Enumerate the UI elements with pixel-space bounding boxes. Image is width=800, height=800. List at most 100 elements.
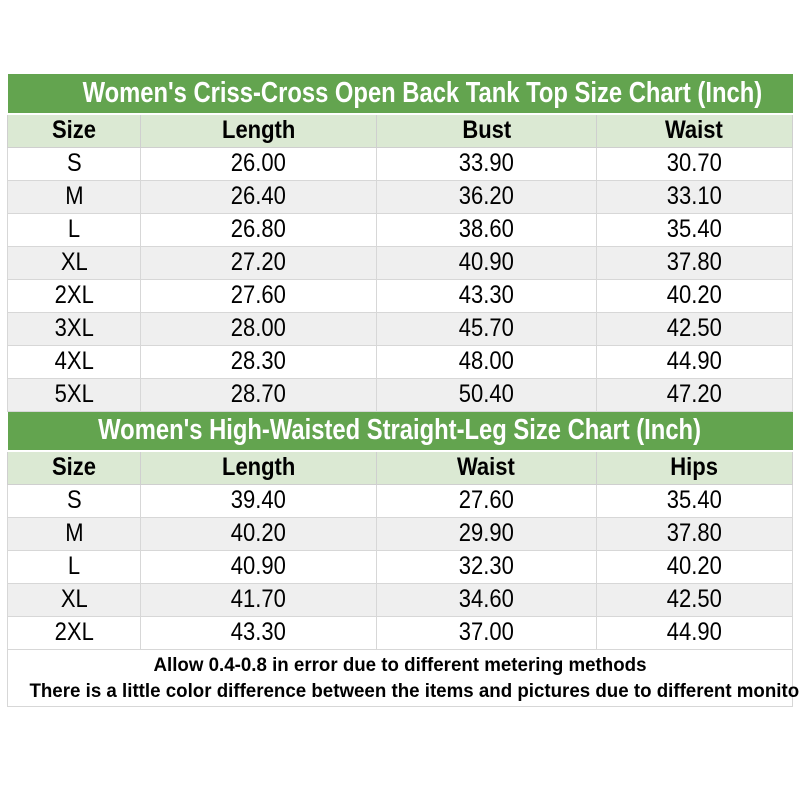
waist-value: 47.20: [666, 380, 722, 408]
bust-cell: 48.00: [375, 344, 597, 379]
size-value: 5XL: [54, 380, 94, 408]
tank-top-title-row: Women's Criss-Cross Open Back Tank Top S…: [7, 74, 793, 115]
waist-cell: 29.90: [375, 516, 597, 551]
straight-leg-chart-title: Women's High-Waisted Straight-Leg Size C…: [98, 414, 702, 447]
size-cell: M: [6, 516, 142, 551]
waist-cell: 47.20: [595, 377, 794, 412]
length-cell: 43.30: [140, 615, 377, 650]
bust-value: 40.90: [458, 248, 514, 276]
t1-row-5xl: 5XL 28.70 50.40 47.20: [6, 377, 794, 412]
bust-cell: 36.20: [375, 179, 597, 214]
waist-cell: 35.40: [595, 212, 794, 247]
length-cell: 39.40: [140, 483, 377, 518]
t2-row-m: M 40.20 29.90 37.80: [6, 516, 794, 551]
size-cell: L: [6, 212, 142, 247]
size-cell: 4XL: [6, 344, 142, 379]
length-value: 27.60: [231, 281, 287, 309]
bust-value: 48.00: [458, 347, 514, 375]
hips-cell: 35.40: [595, 483, 794, 518]
waist-cell: 33.10: [595, 179, 794, 214]
hips-value: 35.40: [666, 486, 722, 514]
waist-cell: 37.00: [375, 615, 597, 650]
hips-value: 40.20: [666, 552, 722, 580]
bust-cell: 38.60: [375, 212, 597, 247]
bust-value: 43.30: [458, 281, 514, 309]
tank-top-header-row: Size Length Bust Waist: [6, 114, 794, 148]
size-value: 2XL: [54, 618, 94, 646]
length-cell: 27.60: [140, 278, 377, 313]
t1-row-4xl: 4XL 28.30 48.00 44.90: [6, 344, 794, 379]
size-value: M: [65, 519, 84, 547]
footer-note-cell: Allow 0.4-0.8 in error due to different …: [7, 648, 800, 707]
waist-value: 29.90: [458, 519, 514, 547]
bust-value: 36.20: [458, 182, 514, 210]
length-value: 27.20: [231, 248, 287, 276]
header-hips-label: Hips: [670, 453, 719, 482]
size-cell: XL: [6, 245, 142, 280]
size-value: S: [66, 149, 82, 177]
bust-value: 38.60: [458, 215, 514, 243]
length-cell: 26.00: [140, 146, 377, 181]
t1-row-s: S 26.00 33.90 30.70: [6, 146, 794, 181]
length-cell: 27.20: [140, 245, 377, 280]
size-cell: M: [6, 179, 142, 214]
length-cell: 28.30: [140, 344, 377, 379]
size-value: XL: [60, 585, 88, 613]
length-value: 26.40: [231, 182, 287, 210]
length-cell: 28.70: [140, 377, 377, 412]
header-length-label: Length: [222, 453, 296, 482]
waist-cell: 44.90: [595, 344, 794, 379]
length-value: 41.70: [231, 585, 287, 613]
header-length-label: Length: [222, 116, 296, 145]
footer-note-line1: Allow 0.4-0.8 in error due to different …: [153, 653, 647, 676]
waist-cell: 32.30: [375, 549, 597, 584]
waist-value: 33.10: [666, 182, 722, 210]
header-bust-label: Bust: [461, 116, 511, 145]
waist-value: 44.90: [666, 347, 722, 375]
bust-value: 50.40: [458, 380, 514, 408]
length-value: 40.20: [231, 519, 287, 547]
waist-value: 27.60: [458, 486, 514, 514]
hips-value: 44.90: [666, 618, 722, 646]
footer-note-row: Allow 0.4-0.8 in error due to different …: [7, 648, 800, 707]
waist-value: 30.70: [666, 149, 722, 177]
header-length: Length: [140, 114, 377, 148]
t2-row-2xl: 2XL 43.30 37.00 44.90: [6, 615, 794, 650]
length-value: 43.30: [231, 618, 287, 646]
waist-cell: 30.70: [595, 146, 794, 181]
size-cell: 2XL: [6, 278, 142, 313]
size-value: 2XL: [54, 281, 94, 309]
length-value: 40.90: [231, 552, 287, 580]
hips-value: 37.80: [666, 519, 722, 547]
bust-cell: 40.90: [375, 245, 597, 280]
waist-cell: 42.50: [595, 311, 794, 346]
bust-cell: 50.40: [375, 377, 597, 412]
size-cell: 5XL: [6, 377, 142, 412]
hips-cell: 40.20: [595, 549, 794, 584]
header-size-label: Size: [52, 116, 97, 145]
size-value: M: [65, 182, 84, 210]
length-cell: 26.40: [140, 179, 377, 214]
size-cell: 2XL: [6, 615, 142, 650]
length-value: 26.00: [231, 149, 287, 177]
header-waist: Waist: [375, 451, 597, 485]
waist-value: 32.30: [458, 552, 514, 580]
footer-note-line2: There is a little color difference betwe…: [29, 679, 800, 702]
t1-row-xl: XL 27.20 40.90 37.80: [6, 245, 794, 280]
header-bust: Bust: [375, 114, 597, 148]
length-cell: 40.20: [140, 516, 377, 551]
length-cell: 26.80: [140, 212, 377, 247]
bust-cell: 43.30: [375, 278, 597, 313]
length-value: 39.40: [231, 486, 287, 514]
size-cell: XL: [6, 582, 142, 617]
header-size: Size: [6, 451, 142, 485]
size-value: 3XL: [54, 314, 94, 342]
size-cell: 3XL: [6, 311, 142, 346]
size-chart-table: Women's Criss-Cross Open Back Tank Top S…: [6, 74, 800, 707]
waist-value: 37.80: [666, 248, 722, 276]
hips-cell: 42.50: [595, 582, 794, 617]
straight-leg-title-row: Women's High-Waisted Straight-Leg Size C…: [7, 411, 793, 452]
bust-value: 33.90: [458, 149, 514, 177]
waist-value: 34.60: [458, 585, 514, 613]
waist-value: 42.50: [666, 314, 722, 342]
